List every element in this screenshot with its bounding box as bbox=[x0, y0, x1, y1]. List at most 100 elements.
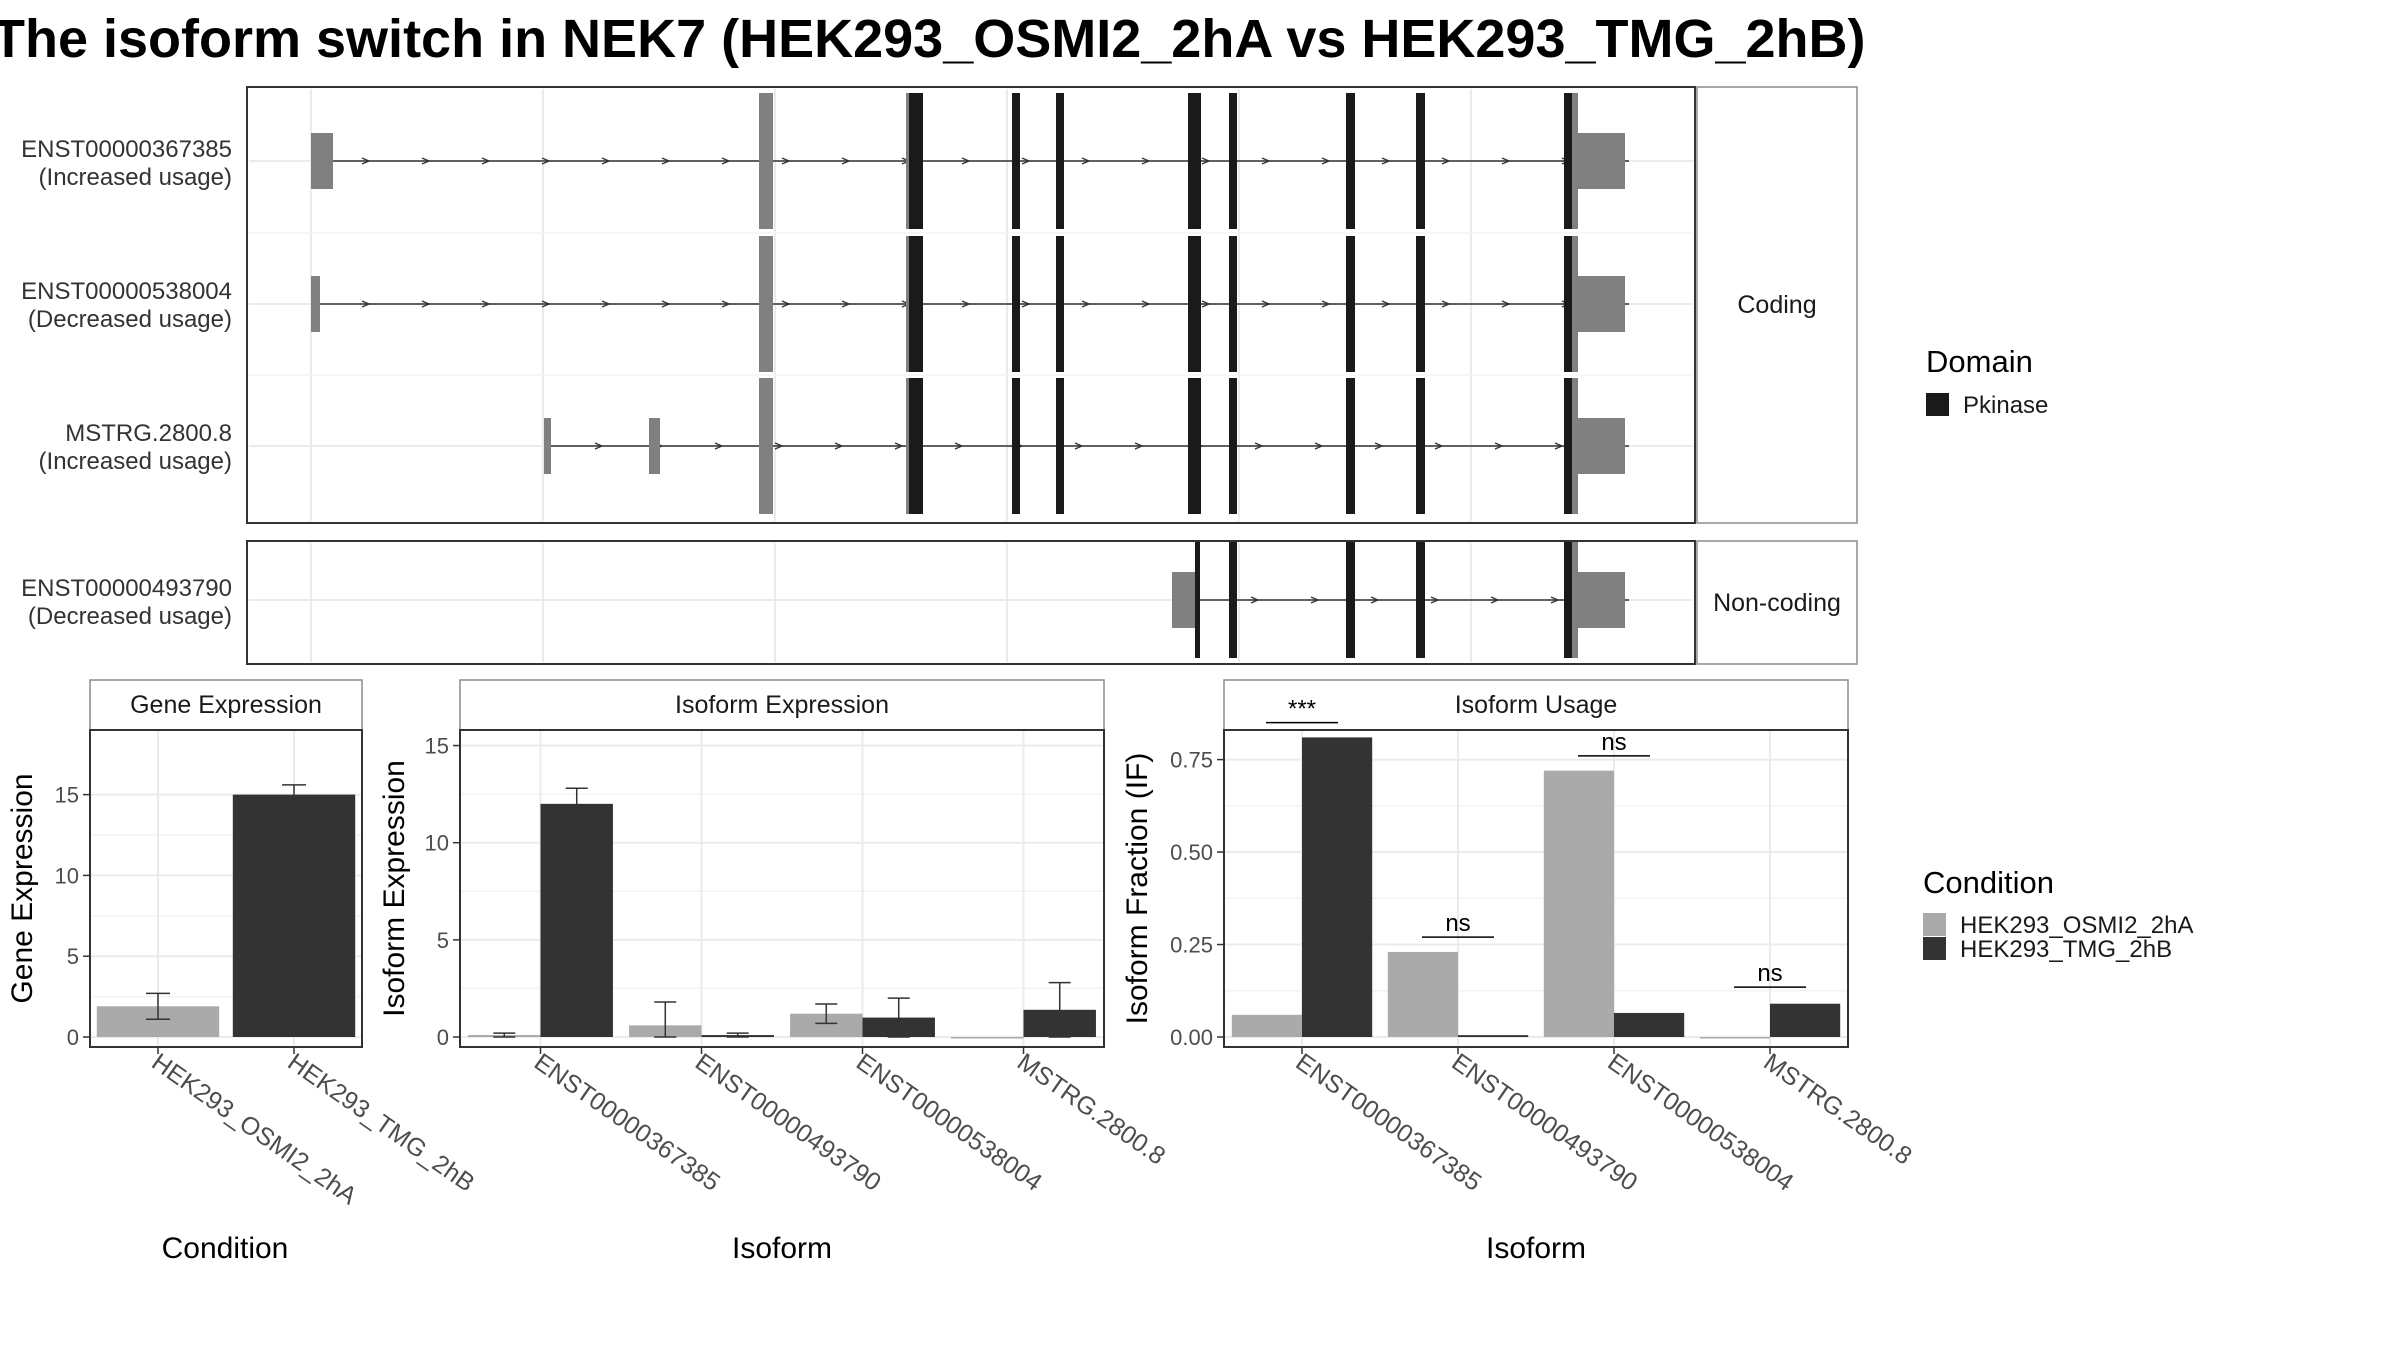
pkinase-domain-exon bbox=[1346, 378, 1355, 514]
bar-hek293_osmi2_2ha bbox=[1231, 1014, 1302, 1037]
significance-label: ns bbox=[1757, 960, 1782, 987]
pkinase-domain-exon bbox=[1416, 542, 1425, 658]
bar-hek293_tmg_2hb bbox=[1458, 1035, 1529, 1037]
chart-strip-label: Isoform Expression bbox=[675, 691, 889, 719]
intron-direction-arrow bbox=[1261, 300, 1271, 308]
chart-panel-3: Isoform Usage0.000.250.500.75ENST0000036… bbox=[1121, 679, 1917, 1265]
intron-direction-arrow bbox=[421, 157, 431, 165]
intron-direction-arrow bbox=[954, 442, 964, 450]
noncoding-panel-background bbox=[246, 540, 1696, 665]
intron-direction-arrow bbox=[1501, 300, 1511, 308]
intron-direction-arrow bbox=[1430, 596, 1440, 604]
intron-direction-arrow bbox=[541, 300, 551, 308]
isoform-usage-mstrg-2800-8: (Increased usage) bbox=[39, 448, 232, 475]
pkinase-domain-exon bbox=[1012, 236, 1020, 372]
intron-direction-arrow bbox=[661, 157, 671, 165]
intron-direction-arrow bbox=[1081, 300, 1091, 308]
intron-direction-arrow bbox=[961, 300, 971, 308]
intron-direction-arrow bbox=[594, 442, 604, 450]
isoform-label-mstrg-2800-8: MSTRG.2800.8 bbox=[65, 420, 232, 447]
bar-hek293_tmg_2hb bbox=[1770, 1003, 1841, 1037]
pkinase-domain-exon bbox=[1564, 542, 1572, 658]
intron-direction-arrow bbox=[1201, 300, 1211, 308]
utr-exon bbox=[1573, 418, 1625, 474]
condition-legend-title: Condition bbox=[1923, 865, 2054, 900]
intron-direction-arrow bbox=[721, 157, 731, 165]
exon bbox=[759, 378, 773, 514]
isoform-label-enst00000538004: ENST00000538004 bbox=[21, 278, 232, 305]
expression-charts: Gene Expression051015HEK293_OSMI2_2hAHEK… bbox=[6, 679, 1917, 1265]
coding-strip-label: Coding bbox=[1737, 291, 1816, 319]
y-axis-title: Gene Expression bbox=[6, 773, 39, 1003]
intron-direction-arrow bbox=[661, 300, 671, 308]
intron-direction-arrow bbox=[1310, 596, 1320, 604]
intron-direction-arrow bbox=[1370, 596, 1380, 604]
chart-strip-label: Gene Expression bbox=[130, 691, 322, 719]
y-tick-label: 5 bbox=[437, 928, 449, 953]
pkinase-domain-exon bbox=[1416, 93, 1425, 229]
pkinase-domain-exon bbox=[1564, 93, 1572, 229]
pkinase-domain-exon bbox=[909, 93, 923, 229]
domain-legend: Domain Pkinase bbox=[1926, 344, 2048, 419]
intron-direction-arrow bbox=[1434, 442, 1444, 450]
intron-direction-arrow bbox=[1550, 596, 1560, 604]
pkinase-domain-exon bbox=[1012, 378, 1020, 514]
x-axis-title: Condition bbox=[162, 1232, 289, 1265]
transcript-enst00000367385 bbox=[311, 93, 1629, 229]
intron-direction-arrow bbox=[601, 300, 611, 308]
pkinase-domain-exon bbox=[1229, 236, 1237, 372]
x-tick-label: MSTRG.2800.8 bbox=[1012, 1048, 1170, 1171]
intron-direction-arrow bbox=[1254, 442, 1264, 450]
utr-exon bbox=[311, 133, 333, 189]
utr-exon bbox=[1573, 133, 1625, 189]
chart-strip bbox=[1223, 679, 1849, 731]
pkinase-domain-exon bbox=[1346, 542, 1355, 658]
utr-exon bbox=[544, 418, 551, 474]
pkinase-domain-exon bbox=[1188, 236, 1201, 372]
x-axis-title: Isoform bbox=[732, 1232, 832, 1265]
utr-exon bbox=[1573, 572, 1625, 628]
intron-direction-arrow bbox=[1501, 157, 1511, 165]
intron-direction-arrow bbox=[1321, 157, 1331, 165]
y-tick-label: 0.75 bbox=[1170, 748, 1213, 773]
noncoding-strip-label: Non-coding bbox=[1713, 589, 1841, 617]
pkinase-domain-exon bbox=[1012, 93, 1020, 229]
pkinase-legend-label: Pkinase bbox=[1963, 392, 2048, 419]
domain-legend-title: Domain bbox=[1926, 344, 2033, 379]
transcript-mstrg-2800-8 bbox=[544, 378, 1629, 514]
pkinase-domain-exon bbox=[1346, 236, 1355, 372]
y-tick-label: 10 bbox=[425, 831, 449, 856]
pkinase-domain-exon bbox=[1195, 542, 1200, 658]
pkinase-domain-exon bbox=[1564, 378, 1572, 514]
isoform-label-enst00000367385: ENST00000367385 bbox=[21, 136, 232, 163]
pkinase-domain-exon bbox=[1188, 93, 1201, 229]
pkinase-domain-exon bbox=[1229, 93, 1237, 229]
intron-direction-arrow bbox=[361, 300, 371, 308]
condition-b-legend-key bbox=[1923, 937, 1946, 960]
condition-a-legend-label: HEK293_OSMI2_2hA bbox=[1960, 912, 2193, 939]
condition-b-legend-label: HEK293_TMG_2hB bbox=[1960, 936, 2172, 963]
intron-direction-arrow bbox=[1021, 157, 1031, 165]
pkinase-domain-exon bbox=[1564, 236, 1572, 372]
intron-direction-arrow bbox=[774, 442, 784, 450]
pkinase-legend-key bbox=[1926, 393, 1949, 416]
intron-direction-arrow bbox=[1314, 442, 1324, 450]
y-axis-title: Isoform Fraction (IF) bbox=[1121, 753, 1154, 1025]
utr-exon bbox=[1172, 572, 1198, 628]
transcript-enst00000493790 bbox=[1172, 542, 1629, 658]
intron-direction-arrow bbox=[1201, 157, 1211, 165]
intron-direction-arrow bbox=[1074, 442, 1084, 450]
intron-direction-arrow bbox=[1490, 596, 1500, 604]
intron-direction-arrow bbox=[1441, 300, 1451, 308]
pkinase-domain-exon bbox=[1056, 93, 1064, 229]
y-tick-label: 5 bbox=[67, 944, 79, 969]
intron-direction-arrow bbox=[1250, 596, 1260, 604]
significance-label: *** bbox=[1288, 696, 1316, 723]
y-tick-label: 0.00 bbox=[1170, 1025, 1213, 1050]
figure-title: The isoform switch in NEK7 (HEK293_OSMI2… bbox=[0, 9, 1866, 69]
bar-hek293_tmg_2hb bbox=[1302, 737, 1373, 1037]
significance-label: ns bbox=[1445, 910, 1470, 937]
exon bbox=[759, 236, 773, 372]
intron-direction-arrow bbox=[841, 157, 851, 165]
